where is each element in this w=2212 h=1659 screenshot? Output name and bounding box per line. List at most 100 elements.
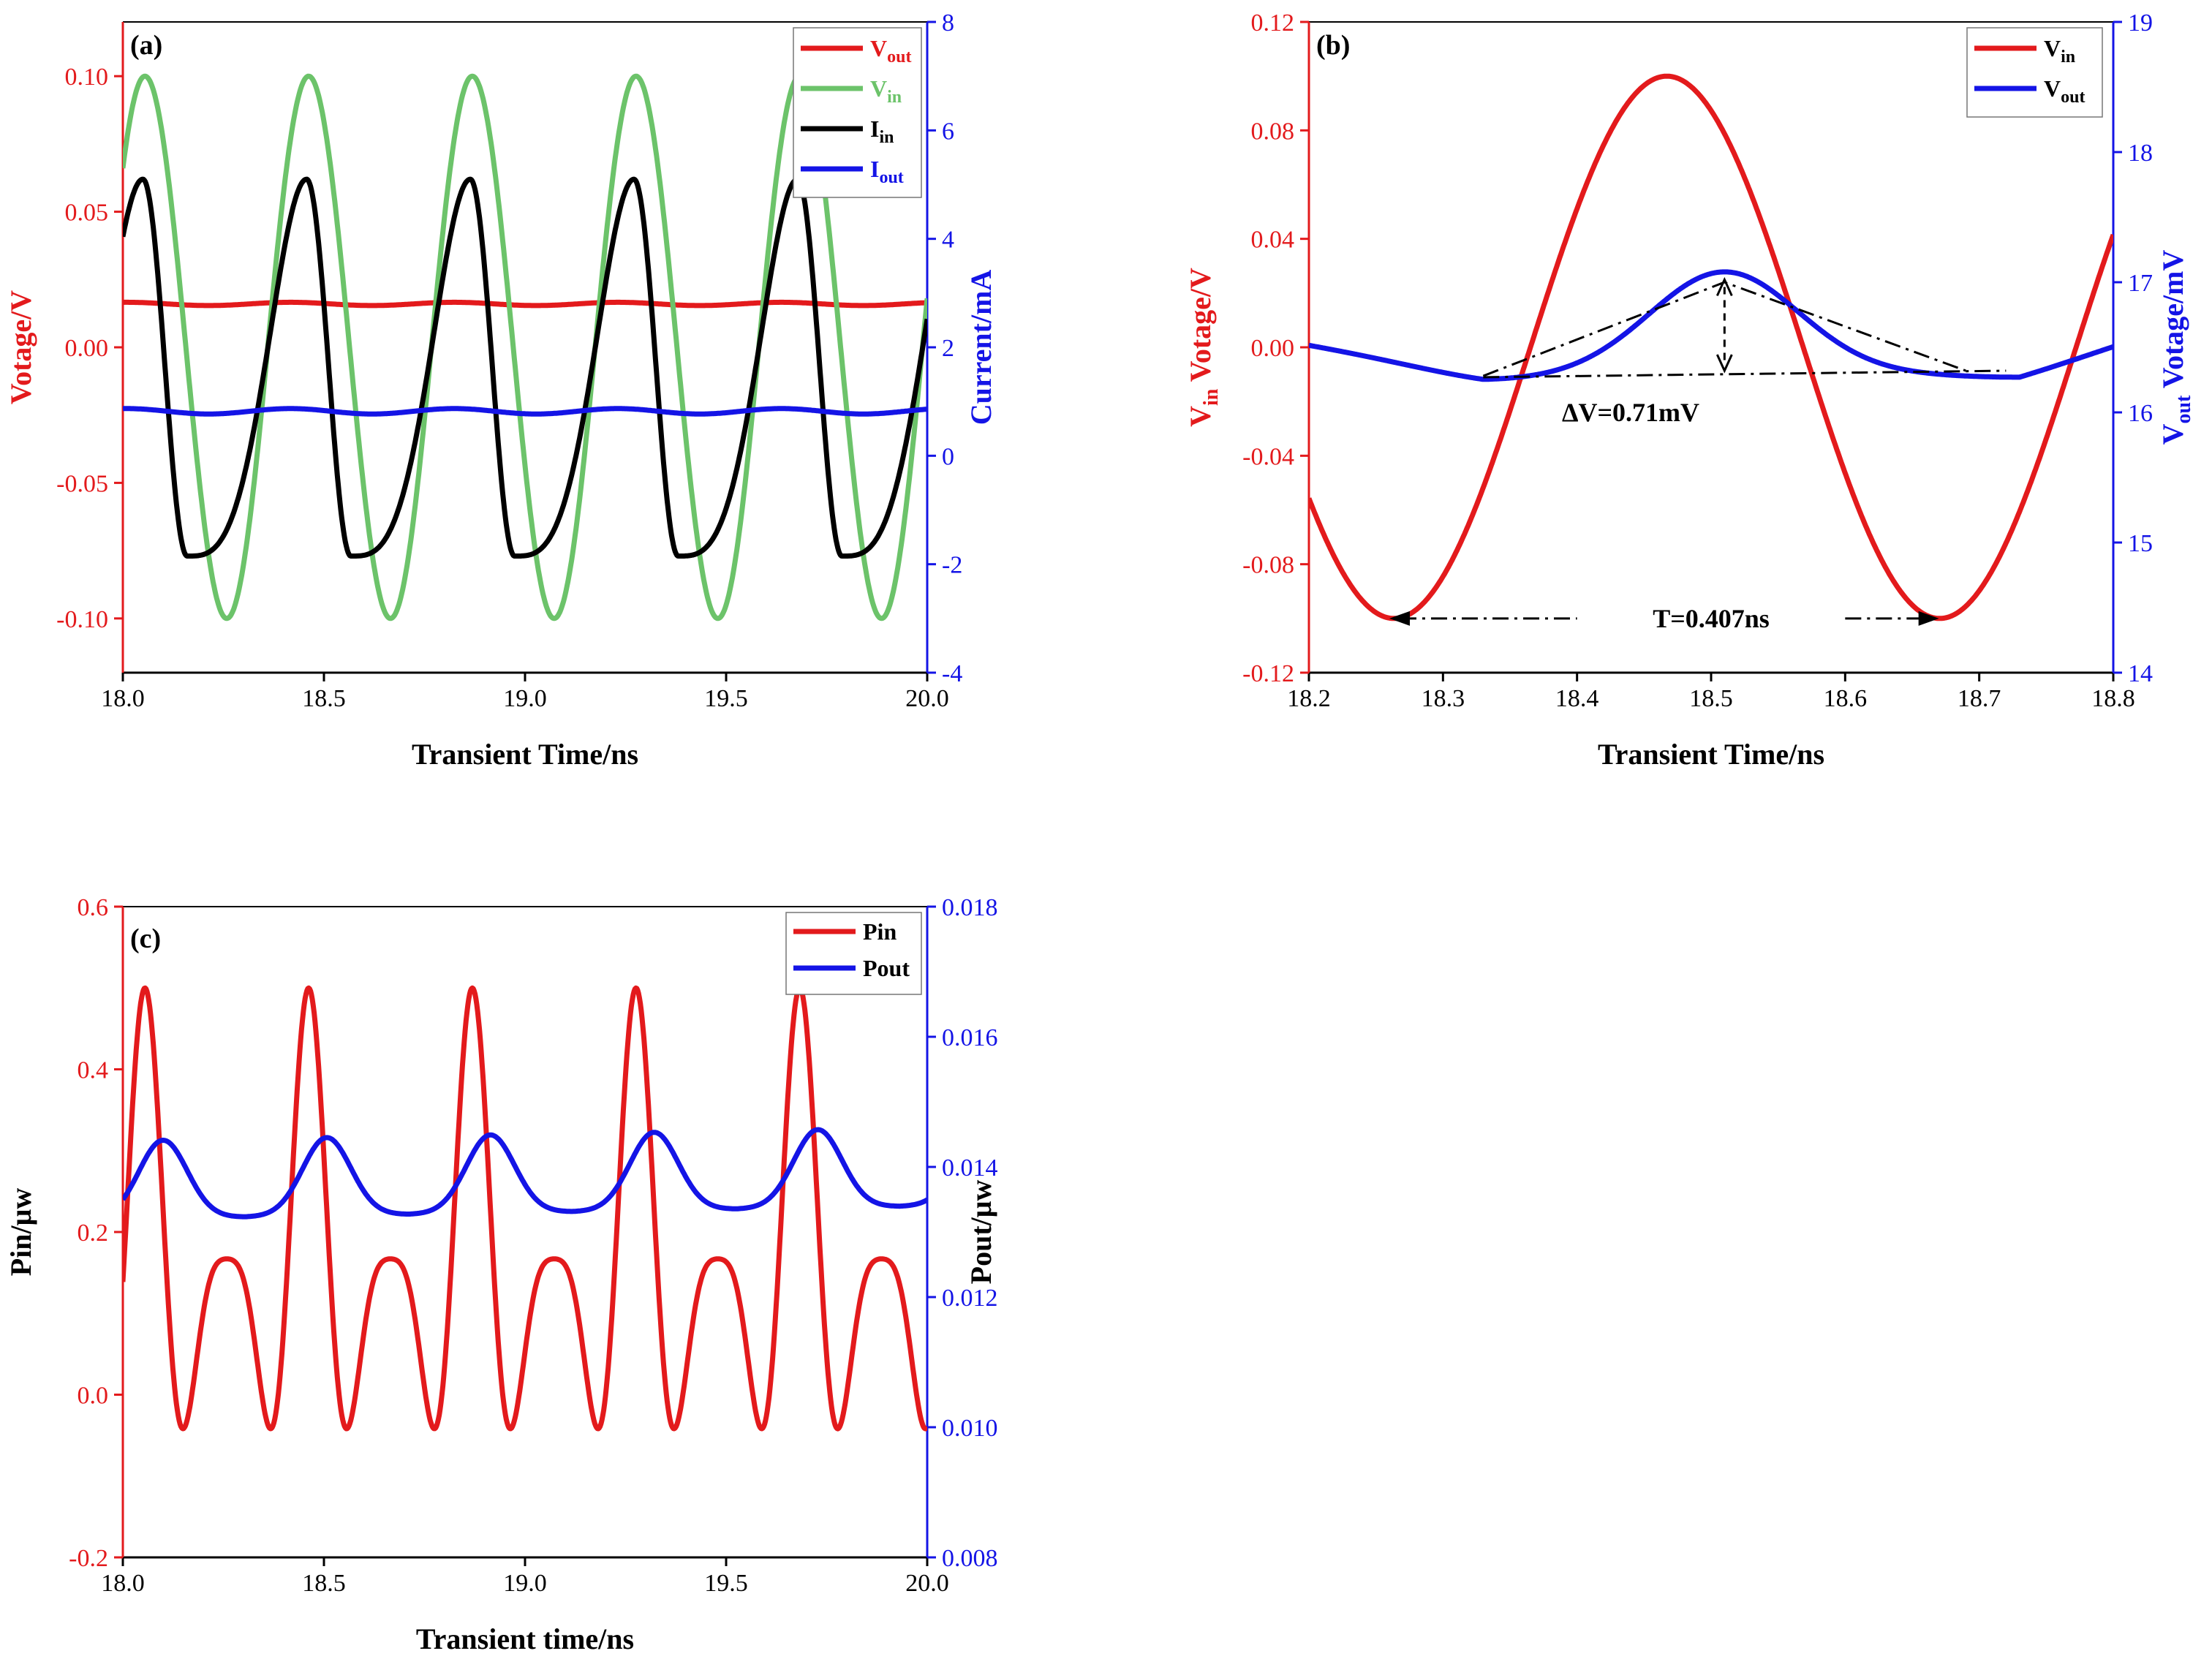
- panel-2-x-tick-label: 18.5: [302, 1570, 346, 1597]
- series-pout-line: [123, 1127, 927, 1220]
- panel-0-x-tick-label: 19.5: [704, 685, 748, 712]
- period-arrow-head-left: [1389, 611, 1410, 626]
- panel-2-y-right-tick-label: 0.008: [942, 1545, 998, 1572]
- panel-1-x-tick-label: 18.5: [1689, 685, 1733, 712]
- panel-0-legend: Vout Vin Iin Iout: [793, 27, 922, 198]
- panel-c-tag: (c): [130, 923, 161, 954]
- panel-c-y-left-label: Pin/μw: [4, 1188, 37, 1277]
- legend-label: Vout: [2044, 75, 2085, 107]
- panel-0-y-right-tick-label: 2: [942, 335, 954, 362]
- panel-b-y-right-label: Vout Votage/mV: [2156, 250, 2195, 445]
- series-vout-line: [123, 299, 927, 309]
- panel-b-tag: (b): [1316, 30, 1350, 61]
- panel-a-x-axis-label: Transient Time/ns: [412, 738, 638, 771]
- panel-2-plot: 18.0 18.5 19.0 19.5 20.0 -0.2 0.0 0.2 0.4 0.6 0.00…: [69, 894, 997, 1597]
- panel-0-y-left-tick-label: -0.05: [56, 470, 108, 497]
- panel-0-y-right-tick-label: 6: [942, 118, 954, 145]
- panel-0-y-right-tick-label: -4: [942, 660, 962, 687]
- panel-b-x-axis-label: Transient Time/ns: [1598, 738, 1824, 771]
- legend-label: Iout: [870, 156, 904, 187]
- panel-1-y-left-tick-label: -0.04: [1242, 443, 1294, 470]
- panel-2-y-right-tick-label: 0.010: [942, 1415, 998, 1442]
- panel-a: (a) Transient Time/ns Votage/V Current/m…: [4, 30, 997, 771]
- panel-1-y-right-tick-label: 16: [2128, 400, 2153, 427]
- panel-0-x-tick-label: 18.0: [101, 685, 145, 712]
- panel-0-y-left-tick-label: 0.10: [65, 64, 109, 91]
- panel-1-y-left-tick-label: -0.08: [1242, 552, 1294, 579]
- panel-2-y-left-tick-label: -0.2: [69, 1545, 108, 1572]
- panel-1-x-tick-label: 18.8: [2091, 685, 2135, 712]
- panel-b-y-left-label: Vin Votage/V: [1184, 268, 1223, 427]
- panel-2-x-tick-label: 18.0: [101, 1570, 145, 1597]
- series-pin-line: [123, 985, 927, 1432]
- panel-2-y-left-tick-label: 0.6: [78, 894, 109, 921]
- legend-label: Iin: [870, 116, 894, 147]
- panel-c-y-right-label: Pout/μw: [965, 1180, 997, 1285]
- panel-0-x-tick-label: 20.0: [905, 685, 949, 712]
- panel-0-y-right-tick-label: 4: [942, 227, 954, 254]
- panel-2-x-tick-label: 20.0: [905, 1570, 949, 1597]
- panel-0-plot: 18.0 18.5 19.0 19.5 20.0 -0.10 -0.05 0.00 0.05 0.…: [56, 10, 962, 712]
- legend-box: [1966, 27, 2103, 118]
- dv-annotation: ΔV=0.71mV: [1562, 398, 1699, 427]
- panel-1-y-right-tick-label: 17: [2128, 270, 2153, 297]
- panel-1-plot: 18.2 18.3 18.4 18.5 18.6 18.7 18.8 -0.12 -0.08 -0…: [1242, 10, 2153, 712]
- legend-label: Pin: [863, 918, 896, 945]
- panel-1-x-tick-label: 18.6: [1824, 685, 1868, 712]
- panel-1-y-right-tick-label: 14: [2128, 660, 2153, 687]
- panel-0-y-right-tick-label: -2: [942, 552, 962, 579]
- panel-1-x-tick-label: 18.4: [1555, 685, 1599, 712]
- panel-1-x-tick-label: 18.7: [1958, 685, 2001, 712]
- panel-1-y-left-tick-label: 0.00: [1251, 335, 1295, 362]
- legend-label: Vin: [870, 75, 902, 107]
- panel-1-y-left-tick-label: 0.12: [1251, 10, 1295, 37]
- panel-1-legend: Vin Vout: [1966, 27, 2103, 118]
- panel-0-x-tick-label: 19.0: [503, 685, 547, 712]
- panel-2-x-tick-label: 19.5: [704, 1570, 748, 1597]
- panel-c: (c) Transient time/ns Pin/μw Pout/μw: [4, 923, 997, 1655]
- panel-2-y-left-tick-label: 0.0: [78, 1383, 109, 1410]
- panel-0-x-tick-label: 18.5: [302, 685, 346, 712]
- panel-1-x-tick-label: 18.3: [1422, 685, 1465, 712]
- panel-1-series-group: [1309, 73, 2113, 621]
- dv-arrow-head-down: [1715, 354, 1733, 374]
- panel-0-y-right-tick-label: 0: [942, 443, 954, 470]
- panel-1-y-left-tick-label: 0.04: [1251, 227, 1295, 254]
- panel-2-x-tick-label: 19.0: [503, 1570, 547, 1597]
- panel-2-y-right-tick-label: 0.016: [942, 1024, 998, 1051]
- panel-c-x-axis-label: Transient time/ns: [416, 1622, 634, 1655]
- panel-1-y-right-tick-label: 18: [2128, 140, 2153, 167]
- legend-label: Vout: [870, 35, 911, 67]
- period-annotation: T=0.407ns: [1653, 604, 1770, 633]
- panel-a-tag: (a): [130, 30, 162, 61]
- legend-box: [785, 912, 922, 995]
- panel-1-x-tick-label: 18.2: [1287, 685, 1331, 712]
- series-vout-line: [1309, 269, 2113, 382]
- panel-a-y-right-label: Current/mA: [965, 270, 997, 426]
- panel-b-annotations: ΔV=0.71mV T=0.407ns: [1389, 276, 2007, 633]
- panel-2-y-left-tick-label: 0.2: [78, 1220, 109, 1247]
- panel-2-y-right-tick-label: 0.018: [942, 894, 998, 921]
- panel-1-y-right-tick-label: 19: [2128, 10, 2153, 37]
- panel-2-series-group: [123, 985, 927, 1432]
- panel-0-y-right-tick-label: 8: [942, 10, 954, 37]
- panel-1-y-left-tick-label: -0.12: [1242, 660, 1294, 687]
- panel-2-legend: Pin Pout: [785, 912, 922, 995]
- panel-0-y-left-tick-label: 0.05: [65, 200, 109, 227]
- period-arrow-head-right: [1918, 611, 1939, 626]
- series-vin-line: [1309, 73, 2113, 621]
- panel-0-y-left-tick-label: 0.00: [65, 335, 109, 362]
- series-iin-line: [123, 176, 927, 559]
- panel-1-y-right-tick-label: 15: [2128, 530, 2153, 557]
- panel-a-y-left-label: Votage/V: [4, 290, 37, 404]
- panel-2-y-right-tick-label: 0.012: [942, 1285, 998, 1312]
- series-iout-line: [123, 406, 927, 417]
- panel-0-y-left-tick-label: -0.10: [56, 606, 108, 633]
- panel-2-y-left-tick-label: 0.4: [78, 1057, 109, 1084]
- panel-1-y-left-tick-label: 0.08: [1251, 118, 1295, 145]
- legend-label: Pout: [863, 955, 910, 981]
- dv-baseline: [1483, 369, 2007, 379]
- panel-b: (b) Transient Time/ns Vin Votage/V Vout …: [1184, 30, 2195, 771]
- dv-arrow-head-up: [1715, 276, 1733, 297]
